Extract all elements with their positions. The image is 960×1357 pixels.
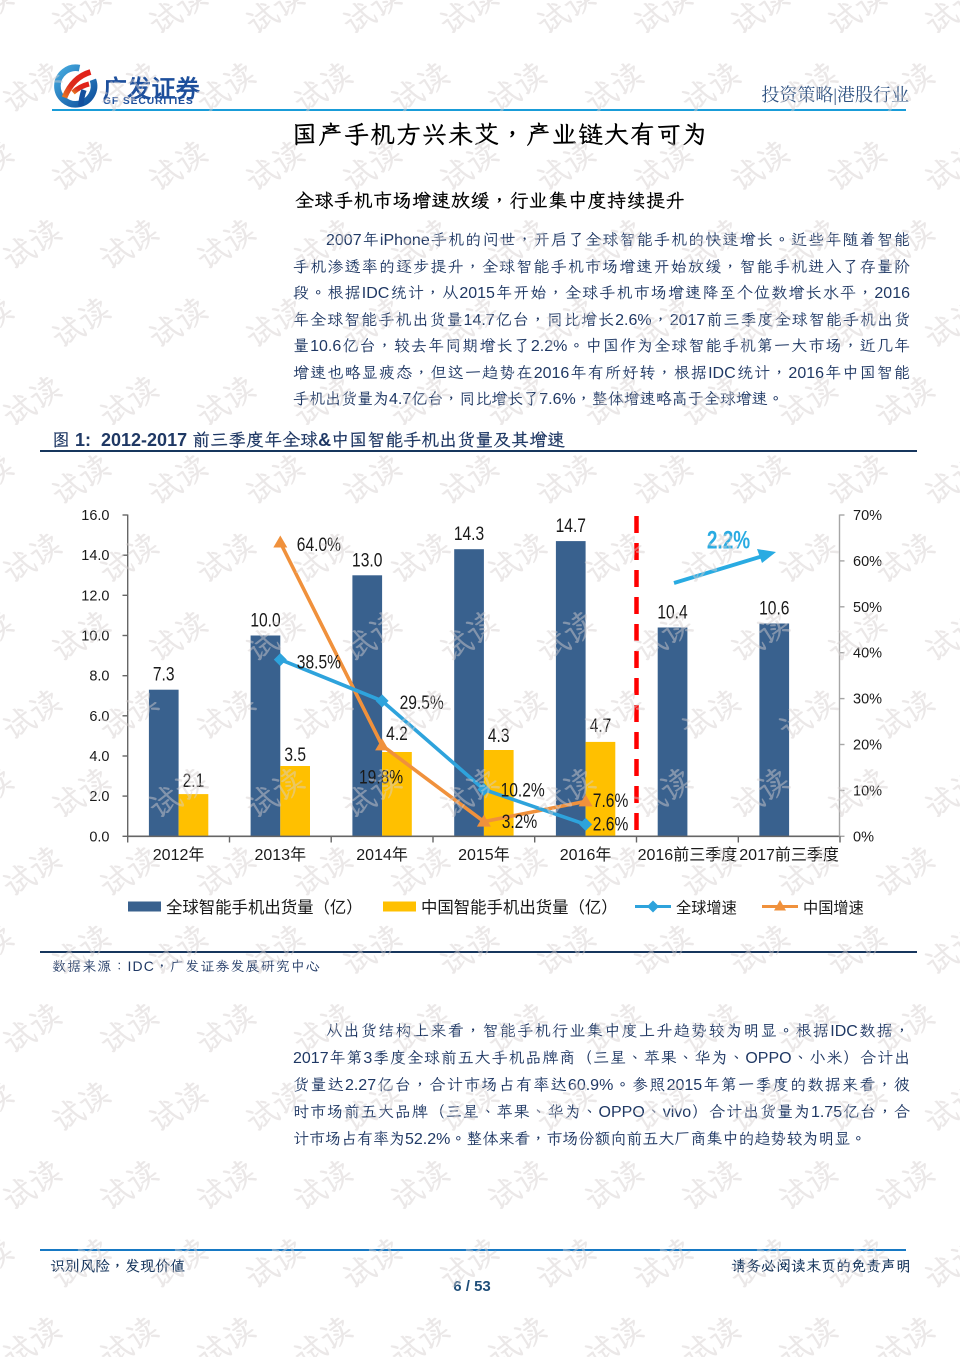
svg-text:2.6%: 2.6% (593, 813, 628, 835)
svg-text:19.8%: 19.8% (359, 766, 403, 788)
svg-text:64.0%: 64.0% (297, 534, 341, 556)
svg-text:10%: 10% (853, 783, 882, 799)
svg-text:全球增速: 全球增速 (676, 899, 737, 917)
svg-text:2016年: 2016年 (560, 846, 612, 864)
svg-text:50%: 50% (853, 600, 882, 616)
svg-text:4.2: 4.2 (386, 723, 408, 745)
svg-text:8.0: 8.0 (89, 669, 109, 685)
svg-text:2.2%: 2.2% (707, 526, 751, 554)
svg-text:2016前三季度: 2016前三季度 (638, 846, 738, 864)
svg-text:20%: 20% (853, 738, 882, 754)
svg-text:10.4: 10.4 (657, 601, 688, 623)
svg-text:4.3: 4.3 (488, 725, 510, 747)
svg-text:中国增速: 中国增速 (803, 900, 864, 917)
svg-text:4.7: 4.7 (590, 714, 612, 736)
svg-text:2.0: 2.0 (89, 789, 109, 805)
svg-text:7.6%: 7.6% (593, 790, 628, 812)
svg-text:38.5%: 38.5% (297, 651, 341, 673)
svg-text:10.0: 10.0 (250, 609, 280, 631)
svg-text:40%: 40% (853, 646, 882, 662)
svg-text:12.0: 12.0 (81, 588, 109, 604)
svg-text:14.0: 14.0 (81, 548, 109, 564)
svg-text:16.0: 16.0 (81, 508, 109, 524)
svg-text:3.5: 3.5 (284, 744, 306, 766)
svg-text:14.7: 14.7 (556, 515, 586, 537)
svg-text:2015年: 2015年 (458, 846, 510, 864)
svg-text:0.0: 0.0 (89, 829, 109, 845)
svg-text:6.0: 6.0 (89, 709, 109, 725)
svg-text:2017前三季度: 2017前三季度 (739, 846, 839, 864)
svg-text:4.0: 4.0 (89, 749, 109, 765)
svg-text:0%: 0% (853, 829, 874, 845)
svg-text:中国智能手机出货量（亿）: 中国智能手机出货量（亿） (421, 899, 618, 917)
svg-text:10.2%: 10.2% (501, 779, 545, 801)
svg-text:2.1: 2.1 (183, 770, 205, 792)
svg-text:10.6: 10.6 (759, 597, 789, 619)
svg-text:60%: 60% (853, 554, 882, 570)
svg-text:70%: 70% (853, 508, 882, 524)
svg-text:13.0: 13.0 (352, 549, 382, 571)
svg-text:10.0: 10.0 (81, 629, 109, 645)
svg-text:2013年: 2013年 (254, 846, 306, 864)
svg-text:7.3: 7.3 (153, 663, 175, 685)
svg-text:30%: 30% (853, 692, 882, 708)
svg-text:全球智能手机出货量（亿）: 全球智能手机出货量（亿） (166, 899, 363, 917)
svg-text:2012年: 2012年 (153, 846, 205, 864)
svg-text:3.2%: 3.2% (502, 811, 537, 833)
svg-text:2014年: 2014年 (356, 846, 408, 864)
svg-text:14.3: 14.3 (454, 523, 484, 545)
svg-text:29.5%: 29.5% (400, 692, 444, 714)
